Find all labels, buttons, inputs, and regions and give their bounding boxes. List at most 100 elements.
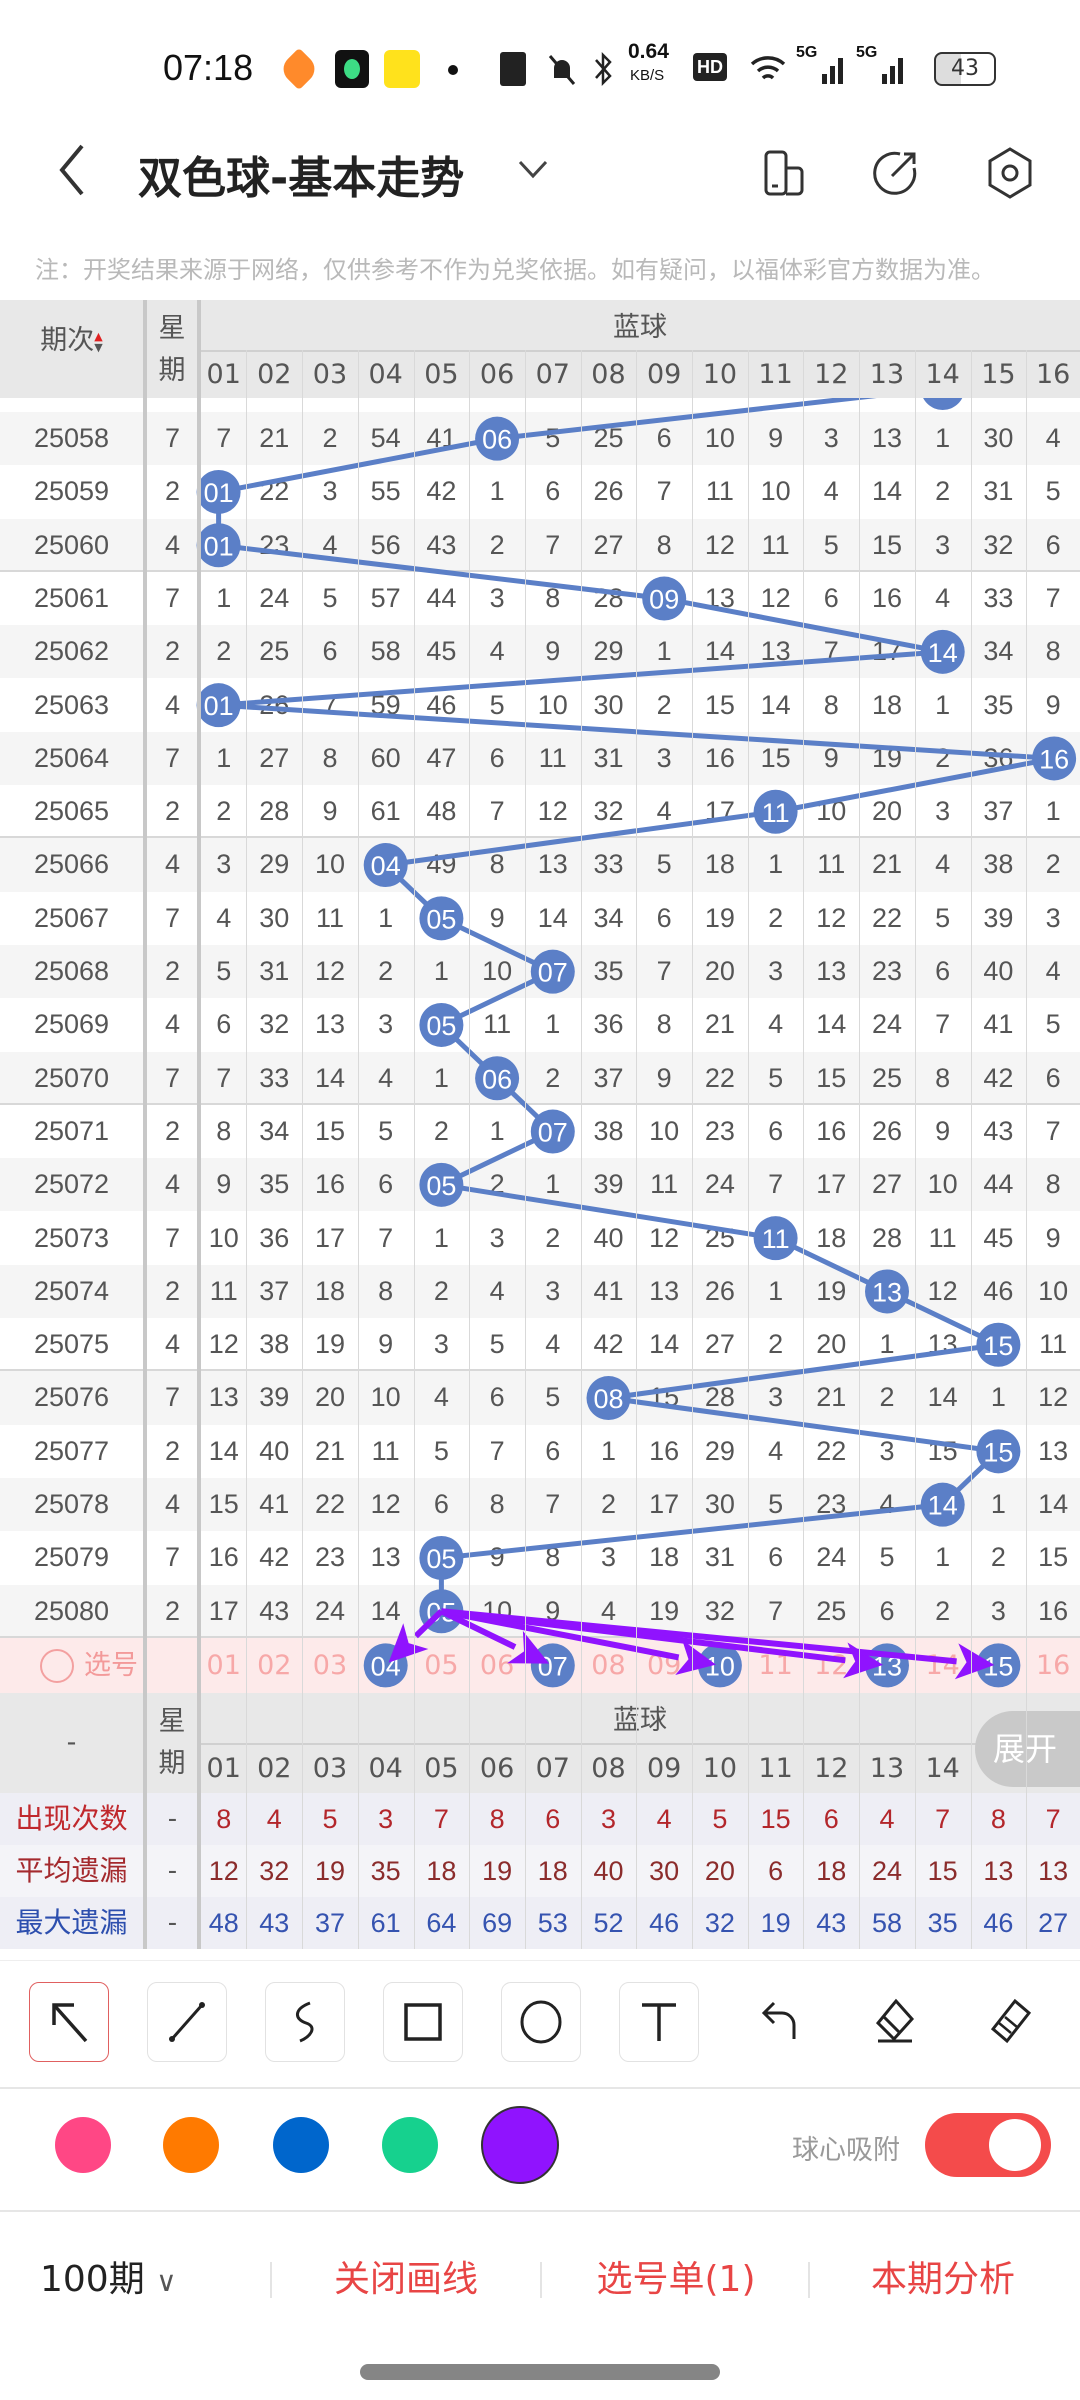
column-header-10[interactable]: 10 bbox=[702, 359, 738, 390]
phone-rotate-icon[interactable] bbox=[760, 148, 810, 198]
select-number-05[interactable]: 05 bbox=[424, 1649, 459, 1681]
select-number-06[interactable]: 06 bbox=[479, 1649, 515, 1681]
sort-icon[interactable]: ▲ ▼ bbox=[94, 329, 103, 354]
stats-value: 6 bbox=[545, 1803, 561, 1834]
column-header-14[interactable]: 14 bbox=[925, 359, 960, 390]
column-header-09[interactable]: 09 bbox=[647, 1752, 682, 1784]
omission-cell: 7 bbox=[322, 689, 338, 720]
color-swatch[interactable] bbox=[55, 2117, 111, 2173]
omission-cell: 42 bbox=[259, 1542, 290, 1573]
column-header-06[interactable]: 06 bbox=[479, 359, 515, 390]
omission-cell: 8 bbox=[1045, 636, 1061, 667]
color-swatch[interactable] bbox=[382, 2117, 438, 2173]
omission-cell: 3 bbox=[322, 476, 338, 507]
chevron-down-icon[interactable] bbox=[516, 158, 550, 182]
stats-label: 出现次数 bbox=[15, 1801, 128, 1835]
line-tool-button[interactable] bbox=[147, 1982, 227, 2062]
column-divider bbox=[143, 300, 147, 1949]
select-number-01[interactable]: 01 bbox=[206, 1649, 241, 1681]
column-header-09[interactable]: 09 bbox=[647, 359, 682, 390]
column-header-02[interactable]: 02 bbox=[257, 1752, 292, 1784]
undo-button[interactable] bbox=[737, 1982, 817, 2062]
close-draw-button[interactable]: 关闭画线 bbox=[333, 2259, 478, 2300]
week-cell: 7 bbox=[164, 1222, 181, 1253]
column-header-12[interactable]: 12 bbox=[814, 359, 849, 390]
stats-value: 30 bbox=[649, 1855, 680, 1886]
column-header-05[interactable]: 05 bbox=[424, 359, 459, 390]
omission-cell: 11 bbox=[315, 902, 344, 933]
select-number-03[interactable]: 03 bbox=[312, 1649, 348, 1681]
omission-cell: 12 bbox=[314, 956, 345, 986]
freehand-tool-button[interactable] bbox=[265, 1982, 345, 2062]
column-header-04[interactable]: 04 bbox=[368, 1752, 403, 1784]
text-tool-button[interactable] bbox=[619, 1982, 699, 2062]
column-header-01[interactable]: 01 bbox=[206, 359, 241, 390]
select-number-08[interactable]: 08 bbox=[591, 1649, 626, 1681]
column-header-08[interactable]: 08 bbox=[591, 1752, 626, 1784]
omission-cell: 8 bbox=[489, 1489, 505, 1519]
stats-value: 43 bbox=[259, 1907, 290, 1938]
omission-cell: 6 bbox=[216, 1009, 232, 1040]
snap-toggle[interactable] bbox=[925, 2113, 1051, 2177]
column-header-03[interactable]: 03 bbox=[312, 359, 348, 390]
select-number-16[interactable]: 16 bbox=[1035, 1649, 1071, 1681]
column-header-06[interactable]: 06 bbox=[479, 1752, 515, 1784]
column-header-15[interactable]: 15 bbox=[981, 359, 1016, 390]
page-title[interactable]: 双色球-基本走势 bbox=[138, 153, 465, 204]
arrow-tool-button[interactable] bbox=[29, 1982, 109, 2062]
omission-cell: 38 bbox=[983, 849, 1014, 880]
period-cell: 25075 bbox=[33, 1329, 110, 1360]
period-sort-header[interactable]: 期次▲ ▼ bbox=[0, 318, 143, 357]
column-header-07[interactable]: 07 bbox=[535, 1752, 570, 1784]
select-number-11[interactable]: 11 bbox=[758, 1649, 793, 1681]
eraser-button[interactable] bbox=[853, 1982, 933, 2062]
omission-cell: 1 bbox=[489, 476, 505, 507]
period-count-dropdown[interactable]: 100期 ∨ bbox=[40, 2250, 240, 2310]
select-number-12[interactable]: 12 bbox=[814, 1649, 849, 1681]
back-arrow-icon[interactable] bbox=[52, 140, 92, 200]
omission-cell: 17 bbox=[208, 1595, 239, 1626]
column-header-11[interactable]: 11 bbox=[758, 359, 793, 390]
rectangle-tool-button[interactable] bbox=[383, 1982, 463, 2062]
omission-cell: 8 bbox=[545, 1542, 561, 1573]
circle-tool-button[interactable] bbox=[501, 1982, 581, 2062]
pick-list-button[interactable]: 选号单(1) bbox=[596, 2259, 756, 2300]
color-swatch[interactable] bbox=[273, 2117, 329, 2173]
column-header-14[interactable]: 14 bbox=[925, 1752, 960, 1784]
settings-hex-icon[interactable] bbox=[985, 146, 1035, 200]
wifi-icon bbox=[750, 56, 786, 80]
omission-cell: 7 bbox=[768, 1595, 784, 1626]
column-header-10[interactable]: 10 bbox=[702, 1752, 738, 1784]
column-header-02[interactable]: 02 bbox=[257, 359, 292, 390]
home-indicator[interactable] bbox=[360, 2364, 720, 2380]
omission-cell: 17 bbox=[704, 796, 735, 827]
clear-brush-button[interactable] bbox=[970, 1982, 1050, 2062]
column-header-07[interactable]: 07 bbox=[535, 359, 570, 390]
analysis-button[interactable]: 本期分析 bbox=[870, 2259, 1015, 2300]
share-icon[interactable] bbox=[870, 148, 920, 198]
omission-cell: 35 bbox=[983, 689, 1014, 720]
column-header-13[interactable]: 13 bbox=[869, 359, 905, 390]
select-number-14[interactable]: 14 bbox=[925, 1649, 960, 1681]
select-number-09[interactable]: 09 bbox=[647, 1649, 682, 1681]
column-header-04[interactable]: 04 bbox=[368, 359, 403, 390]
column-header-16[interactable]: 16 bbox=[1035, 359, 1071, 390]
column-header-08[interactable]: 08 bbox=[591, 359, 626, 390]
omission-cell: 14 bbox=[370, 1595, 401, 1626]
select-number-02[interactable]: 02 bbox=[257, 1649, 292, 1681]
expand-button[interactable]: 展开 bbox=[975, 1710, 1080, 1787]
omission-cell: 12 bbox=[1038, 1382, 1069, 1413]
column-header-05[interactable]: 05 bbox=[424, 1752, 459, 1784]
column-header-03[interactable]: 03 bbox=[312, 1752, 348, 1784]
color-swatch[interactable] bbox=[163, 2117, 219, 2173]
column-header-13[interactable]: 13 bbox=[869, 1752, 905, 1784]
select-circle-icon[interactable] bbox=[40, 1648, 74, 1683]
color-swatch[interactable] bbox=[481, 2106, 559, 2184]
column-header-01[interactable]: 01 bbox=[206, 1752, 241, 1784]
trend-table[interactable]: 蓝球 星期 01 02 03 04 05 06 07 08 09 10 11 12 13 14 15 16 期次▲ ▼… bbox=[0, 0, 1080, 1960]
omission-cell: 29 bbox=[259, 849, 290, 880]
column-header-11[interactable]: 11 bbox=[758, 1752, 793, 1784]
omission-cell: 45 bbox=[983, 1222, 1014, 1253]
omission-cell: 2 bbox=[216, 796, 232, 827]
column-header-12[interactable]: 12 bbox=[814, 1752, 849, 1784]
